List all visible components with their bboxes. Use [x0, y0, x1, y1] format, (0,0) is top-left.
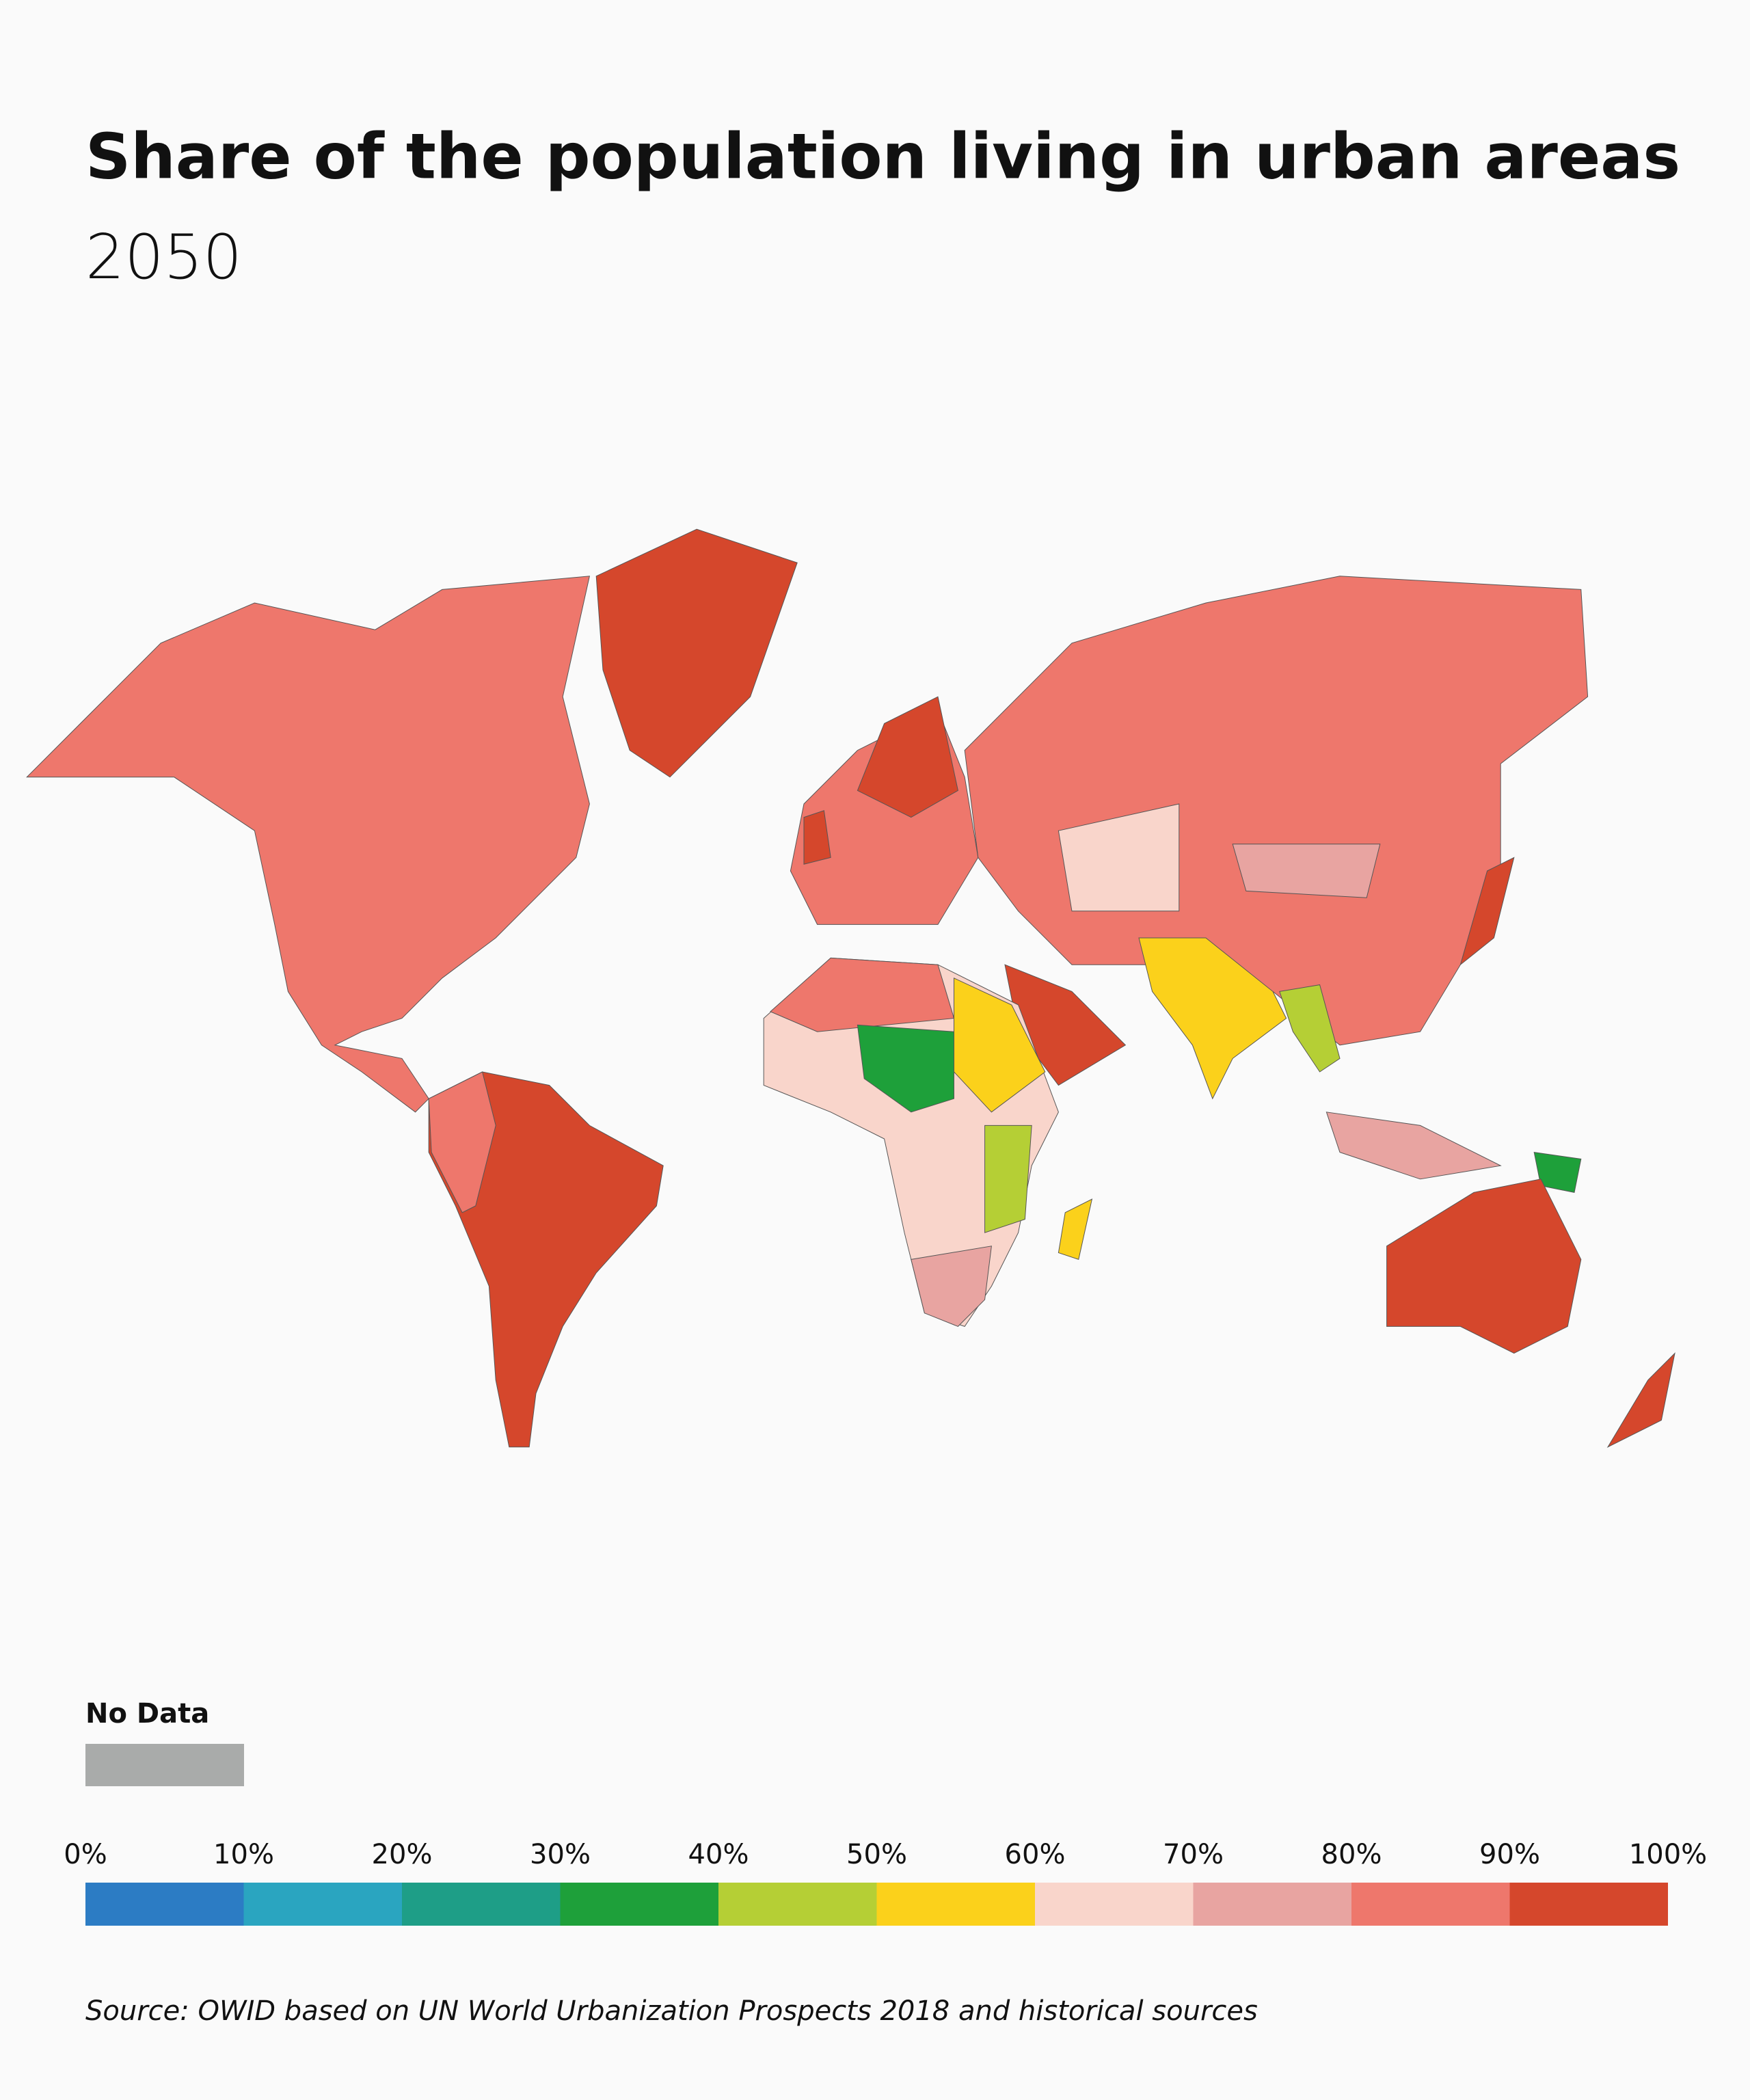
legend-tick-label: 0% [64, 1839, 107, 1870]
south-asia [1138, 937, 1287, 1100]
mongolia [1232, 844, 1381, 898]
papua [1533, 1152, 1582, 1193]
legend-bin [1351, 1883, 1510, 1926]
southeast-asia [1279, 984, 1341, 1073]
legend-bin [876, 1883, 1035, 1926]
chart-subtitle: 2050 [85, 221, 242, 293]
legend-bin [402, 1883, 561, 1926]
greenland [595, 528, 798, 778]
east-africa [984, 1125, 1032, 1233]
legend-bin [1035, 1883, 1194, 1926]
southern-africa [911, 1246, 992, 1327]
legend-tick-label: 70% [1163, 1839, 1224, 1870]
legend-bin [243, 1883, 402, 1926]
north-africa [770, 957, 955, 1032]
legend-tick-label: 20% [372, 1839, 433, 1870]
legend-bin [85, 1883, 244, 1926]
legend-tick-label: 50% [846, 1839, 907, 1870]
legend-tick-label: 80% [1321, 1839, 1382, 1870]
new-zealand [1606, 1352, 1675, 1448]
legend-bin [718, 1883, 877, 1926]
world-map [26, 528, 1675, 1448]
australia [1386, 1179, 1582, 1354]
legend-tick-label: 90% [1479, 1839, 1540, 1870]
legend-bin [1509, 1883, 1668, 1926]
andes [428, 1071, 496, 1213]
south-america [428, 1071, 664, 1448]
no-data-label: No Data [85, 1698, 209, 1729]
japan [1459, 857, 1515, 966]
legend-bin [560, 1883, 718, 1926]
north-america [26, 576, 591, 1113]
uk [803, 810, 831, 865]
indonesia [1325, 1112, 1502, 1180]
legend-bin [1193, 1883, 1351, 1926]
madagascar [1058, 1198, 1093, 1261]
legend-tick-label: 30% [530, 1839, 591, 1870]
no-data-swatch [85, 1744, 244, 1786]
legend-tick-label: 60% [1005, 1839, 1066, 1870]
central-asia [1058, 803, 1180, 912]
legend-tick-label: 40% [688, 1839, 749, 1870]
scandinavia [857, 696, 958, 818]
legend-tick-label: 10% [213, 1839, 274, 1870]
chart-title: Share of the population living in urban … [85, 120, 1680, 193]
source: Source: OWID based on UN World Urbanizat… [85, 1995, 1258, 2027]
legend: 0% 10% 20% 30% 40% 50% 60% 70% 80% 90% 100% [64, 1839, 1707, 1926]
central-africa [857, 1024, 955, 1113]
legend-tick-label: 100% [1629, 1839, 1707, 1870]
